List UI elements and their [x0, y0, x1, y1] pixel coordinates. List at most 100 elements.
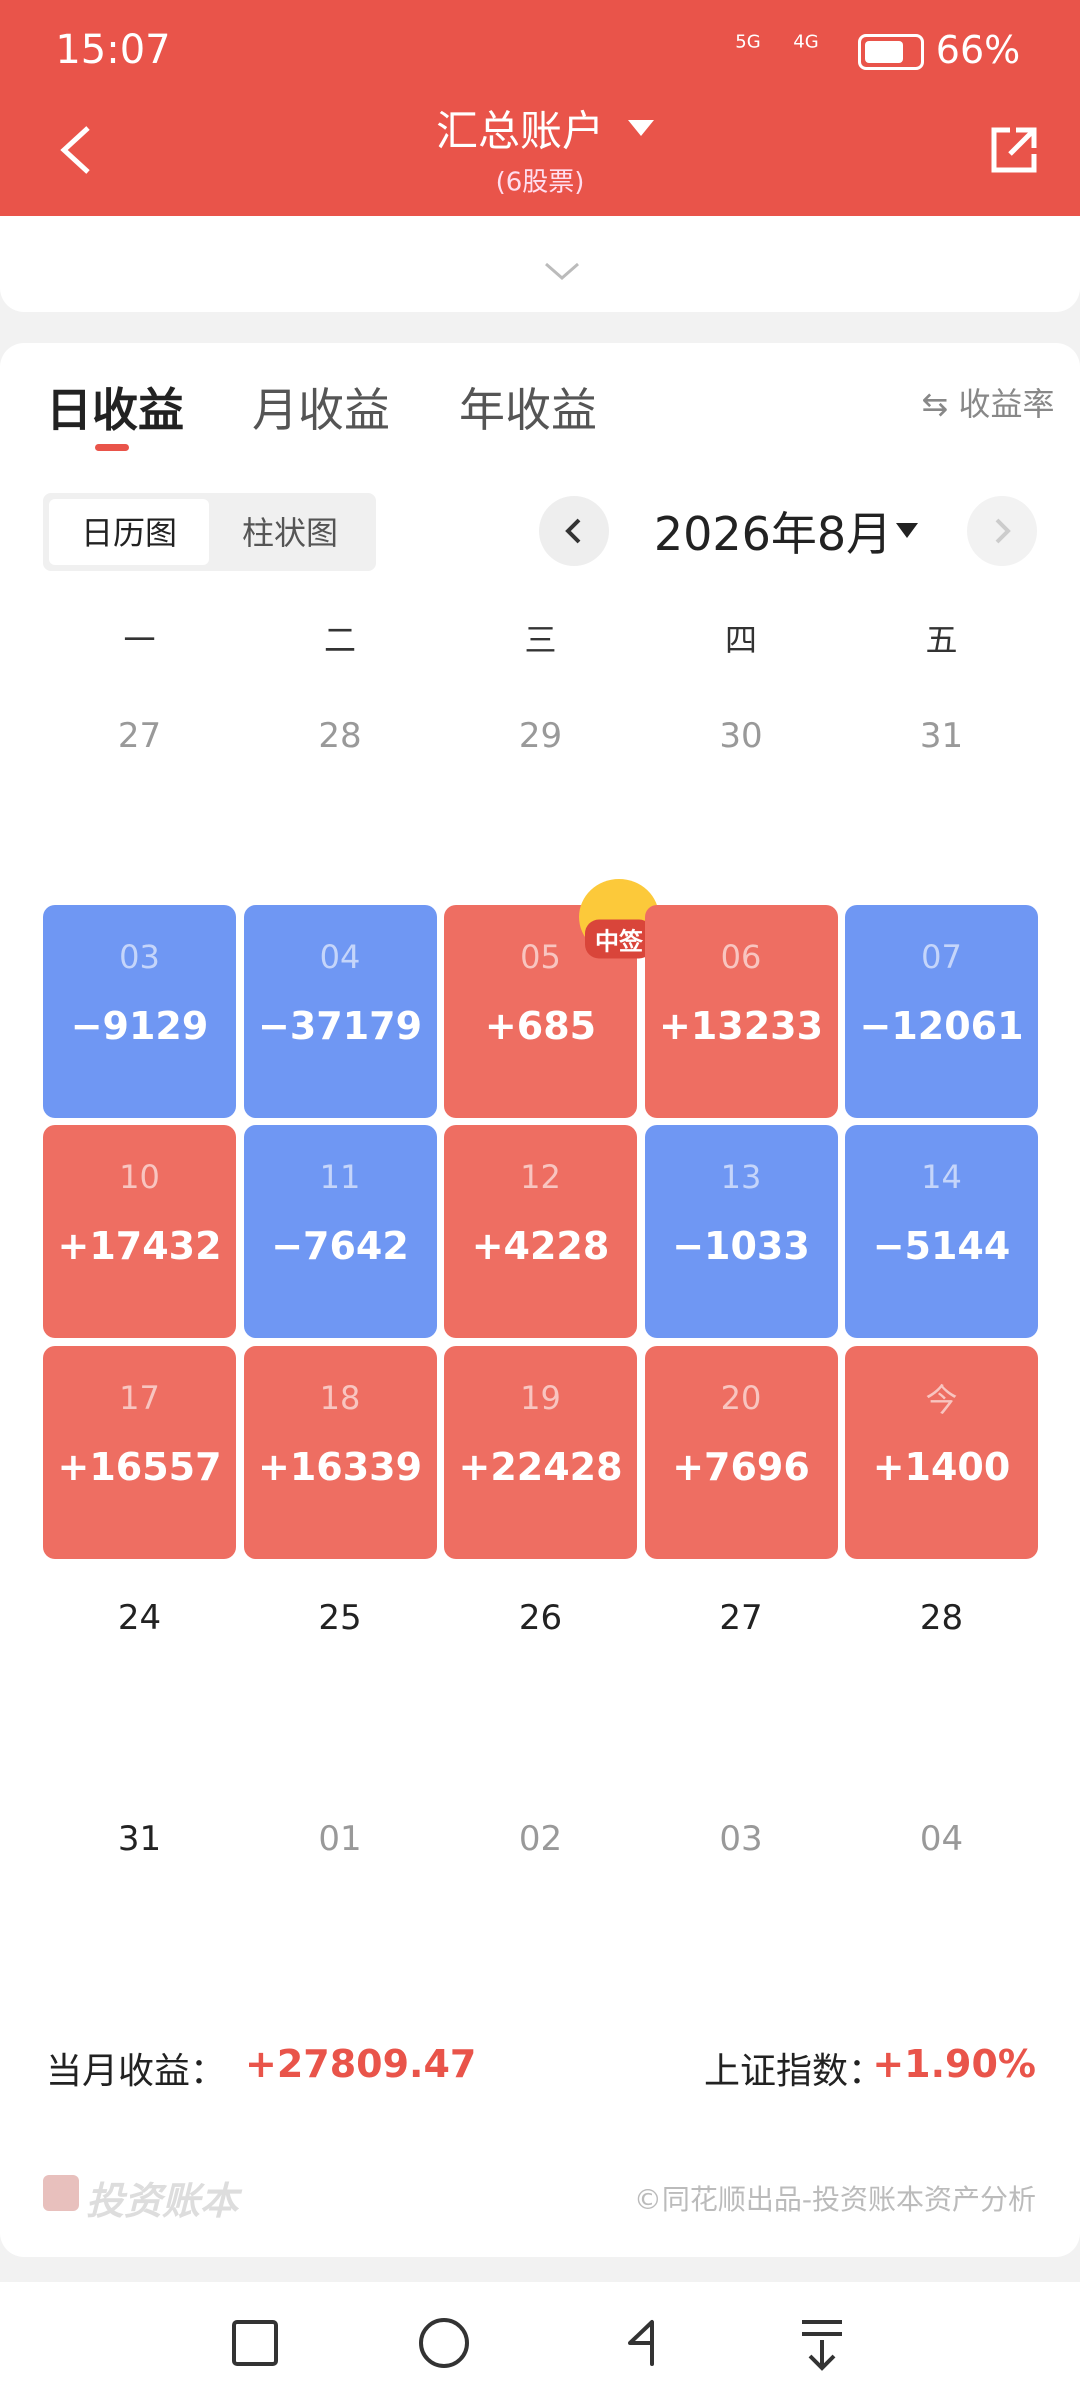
- day-cell[interactable]: [644, 904, 838, 1118]
- day-cell[interactable]: [845, 904, 1038, 1118]
- day-cell[interactable]: [845, 1125, 1038, 1338]
- day-number: 10: [119, 1158, 160, 1196]
- day-profit: +16557: [57, 1444, 222, 1489]
- day-number: 29: [518, 716, 563, 756]
- day-number: 04: [319, 937, 361, 976]
- day-profit: −7642: [271, 1224, 409, 1268]
- day-cell[interactable]: [243, 904, 437, 1118]
- month-profit-label: 当月收益：: [46, 2051, 227, 2092]
- day-profit: +16339: [257, 1444, 423, 1489]
- view-option[interactable]: 柱状图: [241, 514, 339, 552]
- index-label: 上证指数：: [704, 2051, 885, 2092]
- day-cell[interactable]: [644, 1345, 838, 1559]
- day-number: 11: [319, 1158, 361, 1196]
- day-cell[interactable]: [644, 1125, 838, 1338]
- day-number: 今: [925, 1380, 958, 1419]
- weekday: 二: [323, 621, 357, 659]
- day-profit: −1033: [672, 1224, 810, 1268]
- day-profit: +13233: [658, 1003, 824, 1048]
- weekday: 三: [524, 621, 557, 659]
- battery-level: 66%: [935, 28, 1021, 72]
- day-number: 03: [119, 937, 160, 976]
- weekday: 四: [724, 621, 758, 659]
- day-number: 19: [520, 1378, 561, 1417]
- status-time: 15:07: [55, 27, 171, 73]
- day-profit: +7696: [672, 1444, 810, 1489]
- day-number: 31: [117, 1818, 162, 1859]
- account-title[interactable]: 汇总账户: [435, 106, 605, 156]
- day-profit: +17432: [57, 1224, 222, 1268]
- rate-toggle[interactable]: ⇆ 收益率: [921, 385, 1055, 423]
- day-cell[interactable]: [444, 1345, 637, 1559]
- view-option[interactable]: 日历图: [80, 514, 178, 552]
- rate-toggle-label: 收益率: [958, 385, 1055, 423]
- dropdown-arrow: [628, 120, 654, 136]
- day-cell[interactable]: [43, 1125, 236, 1338]
- credit: ©同花顺出品-投资账本资产分析: [633, 2183, 1036, 2216]
- day-profit: −37179: [257, 1003, 423, 1048]
- day-number: 06: [720, 937, 762, 976]
- day-cell[interactable]: [43, 1345, 236, 1559]
- day-number: 24: [117, 1598, 162, 1638]
- brand: 投资账本: [86, 2179, 239, 2223]
- weekday: 五: [925, 621, 958, 659]
- prev-month[interactable]: [539, 496, 609, 566]
- day-number: 02: [518, 1818, 563, 1859]
- day-number: 18: [319, 1378, 361, 1417]
- tab-indicator: [95, 444, 129, 451]
- recent-apps[interactable]: [232, 2320, 278, 2366]
- day-profit: −12061: [859, 1003, 1024, 1048]
- day-profit: +685: [484, 1003, 597, 1048]
- day-number: 26: [518, 1598, 563, 1638]
- battery-icon: [858, 34, 924, 70]
- day-number: 13: [720, 1158, 762, 1196]
- day-number: 05: [520, 937, 561, 976]
- day-profit: −5144: [872, 1224, 1011, 1268]
- day-number: 14: [921, 1158, 962, 1196]
- day-cell[interactable]: [243, 1345, 437, 1559]
- day-number: 01: [318, 1818, 362, 1859]
- day-profit: +22428: [458, 1444, 623, 1489]
- day-number: 03: [719, 1818, 763, 1859]
- day-cell[interactable]: [845, 1345, 1038, 1559]
- day-number: 28: [318, 716, 362, 756]
- account-subtitle: (6股票): [495, 167, 585, 198]
- brand-icon: [43, 2175, 79, 2211]
- day-number: 25: [318, 1598, 362, 1638]
- day-cell[interactable]: [444, 1125, 637, 1338]
- day-profit: +4228: [471, 1224, 610, 1268]
- share-button[interactable]: [988, 124, 1040, 176]
- tab[interactable]: 年收益: [459, 383, 597, 437]
- day-number: 17: [119, 1378, 160, 1417]
- day-number: 04: [919, 1818, 964, 1859]
- collapsed-card: [0, 216, 1080, 312]
- day-cell[interactable]: [43, 904, 236, 1118]
- back-button[interactable]: [56, 124, 96, 176]
- day-number: 07: [921, 937, 962, 976]
- expand-chevron[interactable]: [544, 262, 580, 282]
- tab[interactable]: 月收益: [252, 383, 390, 437]
- nav-bar: [0, 2282, 1080, 2400]
- weekday: 一: [123, 621, 156, 659]
- notifications[interactable]: [802, 2320, 842, 2371]
- index-value: +1.90%: [872, 2042, 1036, 2086]
- day-number: 28: [919, 1598, 964, 1638]
- day-number: 12: [520, 1158, 561, 1196]
- day-number: 27: [117, 716, 162, 756]
- month-label[interactable]: 2026年8月: [653, 507, 893, 561]
- badge-label: 中签: [585, 919, 653, 958]
- day-profit: +1400: [872, 1444, 1011, 1489]
- back[interactable]: [628, 2320, 654, 2366]
- status-network: 5G: [735, 31, 761, 53]
- day-number: 20: [720, 1378, 762, 1417]
- month-dropdown: [896, 523, 918, 538]
- tab[interactable]: 日收益: [46, 383, 184, 437]
- day-number: 27: [719, 1598, 763, 1638]
- status-network: 4G: [793, 31, 819, 53]
- day-cell[interactable]: [243, 1125, 437, 1338]
- month-profit-value: +27809.47: [245, 2042, 477, 2086]
- next-month[interactable]: [967, 496, 1037, 566]
- home[interactable]: [419, 2318, 469, 2368]
- day-profit: −9129: [70, 1003, 209, 1048]
